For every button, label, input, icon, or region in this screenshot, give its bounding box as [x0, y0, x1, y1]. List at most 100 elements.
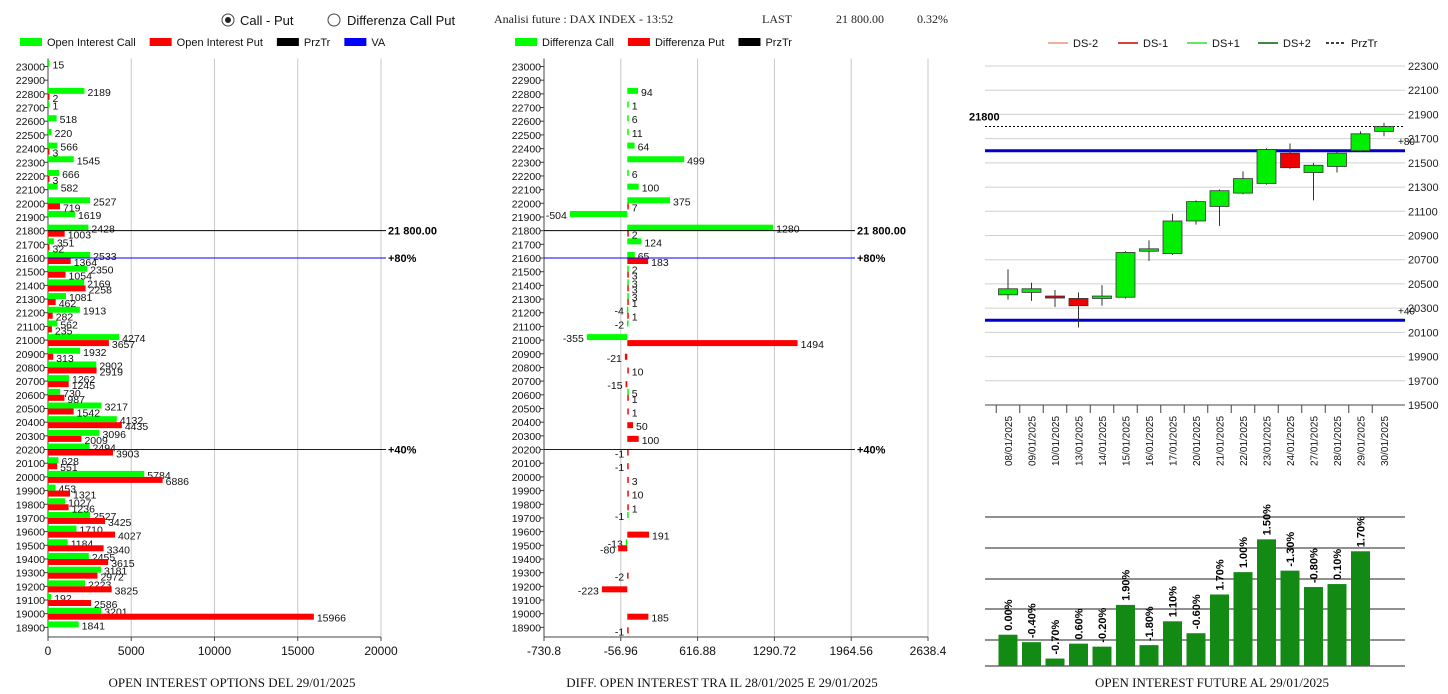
- oi-future-bar: [1139, 645, 1159, 666]
- strike-label: 22100: [16, 185, 45, 197]
- strike-label: 20600: [16, 390, 45, 402]
- strike-label: 19400: [512, 554, 541, 566]
- strike-label: 18900: [512, 622, 541, 634]
- strike-label: 21800: [16, 226, 45, 238]
- call-value-label: 1932: [83, 347, 107, 359]
- call-bar: [48, 320, 58, 327]
- oi-future-label: -0.70%: [1050, 619, 1062, 654]
- radio-call-put-dot: [225, 17, 231, 23]
- strike-label: 21600: [512, 253, 541, 265]
- call-value-label: 4132: [120, 415, 144, 427]
- legend-label: DS-1: [1143, 38, 1168, 50]
- put-value-label: 719: [63, 202, 81, 214]
- put-value-label: 3: [53, 148, 59, 160]
- put-value-label: -2: [615, 572, 624, 584]
- date-label: 16/01/2025: [1145, 416, 1156, 466]
- call-value-label: 1: [632, 101, 638, 113]
- strike-label: 19100: [512, 595, 541, 607]
- put-value-label: 3903: [116, 449, 140, 461]
- strike-label: 22900: [16, 75, 45, 87]
- strike-label: 20300: [16, 431, 45, 443]
- put-bar: [627, 449, 629, 456]
- put-value-label: 10: [632, 490, 644, 502]
- call-value-label: 562: [60, 319, 78, 331]
- radio-diff-circle[interactable]: [327, 13, 341, 27]
- call-value-label: 666: [62, 169, 80, 181]
- put-bar: [627, 531, 650, 538]
- strike-label: 19700: [512, 513, 541, 525]
- put-bar: [48, 476, 163, 483]
- put-bar: [48, 326, 52, 333]
- panel-open-interest-future: 0.00% -0.40% -0.70% 0.60% -0.20% 1.90% -1.80% 1…: [985, 504, 1405, 690]
- panel-title: OPEN INTEREST OPTIONS DEL 29/01/2025: [109, 675, 356, 690]
- strike-label: 22600: [512, 116, 541, 128]
- call-value-label: 11: [632, 128, 643, 140]
- y-tick-label: 20300: [1408, 303, 1439, 315]
- strike-label: 22300: [16, 157, 45, 169]
- call-value-label: 2527: [93, 196, 117, 208]
- call-value-label: 124: [644, 237, 662, 249]
- put-bar: [48, 258, 71, 265]
- call-value-label: 15: [53, 60, 65, 72]
- put-bar: [627, 312, 629, 319]
- header-bar: Call - Put Differenza Call Put Analisi f…: [221, 12, 948, 28]
- date-label: 28/01/2025: [1333, 416, 1344, 466]
- call-bar: [627, 252, 635, 259]
- strike-label: 21200: [16, 308, 45, 320]
- put-value-label: 3425: [108, 517, 132, 529]
- strike-label: 21100: [513, 321, 542, 333]
- oi-future-bar: [1327, 584, 1347, 666]
- panel-title: OPEN INTEREST FUTURE AL 29/01/2025: [1095, 675, 1329, 690]
- put-value-label: 1003: [68, 230, 92, 242]
- strike-label: 19000: [16, 609, 45, 621]
- put-bar: [627, 230, 629, 237]
- strike-label: 21400: [16, 280, 45, 292]
- strike-label: 21100: [17, 321, 46, 333]
- call-bar: [48, 470, 145, 477]
- oi-future-label: -0.80%: [1309, 548, 1321, 583]
- strike-label: 20700: [512, 376, 541, 388]
- radio-diff-call-put[interactable]: Differenza Call Put: [327, 13, 456, 28]
- oi-future-label: 0.10%: [1332, 549, 1344, 580]
- call-value-label: 220: [55, 128, 73, 140]
- put-value-label: 3825: [115, 585, 139, 597]
- call-bar: [48, 156, 74, 163]
- reference-label: +40%: [388, 445, 417, 457]
- call-value-label: 1: [53, 101, 59, 113]
- put-value-label: 3: [632, 476, 638, 488]
- oi-future-label: 1.50%: [1262, 504, 1274, 535]
- call-bar: [48, 416, 117, 423]
- put-bar: [618, 545, 628, 552]
- y-tick-label: 19500: [1408, 400, 1439, 412]
- call-bar: [48, 484, 56, 491]
- strike-label: 19800: [512, 499, 541, 511]
- put-bar: [627, 394, 629, 401]
- call-bar: [48, 334, 120, 341]
- strike-label: 19500: [512, 540, 541, 552]
- strike-label: 19600: [512, 527, 541, 539]
- x-tick-label: 616.88: [679, 644, 716, 658]
- call-value-label: 566: [60, 142, 78, 154]
- put-value-label: 2258: [89, 284, 113, 296]
- radio-call-put[interactable]: Call - Put: [221, 13, 294, 28]
- strike-label: 19200: [512, 581, 541, 593]
- put-bar: [48, 490, 70, 497]
- call-value-label: 1913: [83, 306, 107, 318]
- legend-label: PrzTr: [765, 37, 792, 49]
- put-bar: [627, 203, 629, 210]
- put-value-label: 183: [651, 257, 669, 269]
- call-bar: [48, 306, 80, 313]
- call-bar: [48, 375, 70, 382]
- put-value-label: 3: [53, 175, 59, 187]
- oi-future-bar: [1186, 633, 1206, 666]
- date-label: 17/01/2025: [1169, 416, 1180, 466]
- put-bar: [48, 531, 116, 538]
- oi-future-label: -0.60%: [1191, 594, 1203, 629]
- call-value-label: 1262: [72, 374, 96, 386]
- call-value-label: -2: [615, 319, 624, 331]
- call-bar: [48, 621, 79, 628]
- date-label: 23/01/2025: [1263, 416, 1274, 466]
- oi-future-label: 1.70%: [1215, 559, 1227, 590]
- strike-label: 20600: [512, 390, 541, 402]
- x-tick-label: -56.96: [604, 644, 638, 658]
